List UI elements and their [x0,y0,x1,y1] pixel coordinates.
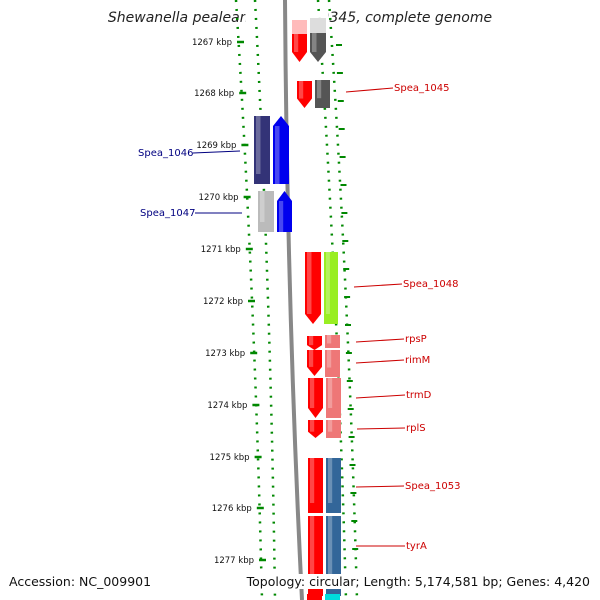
gene-trmD-red[interactable] [308,378,323,418]
scale-label: 1268 kbp [194,89,234,99]
gene-highlight [317,80,322,99]
scale-label: 1277 kbp [214,556,254,566]
accession-text: Accession: NC_009901 [7,574,154,589]
gene-highlight [309,350,314,367]
gene-highlight [279,201,284,232]
leader-line [345,87,394,93]
gene-highlight [310,458,315,503]
gene-label-spea-1045[interactable]: Spea_1045 [394,83,449,94]
leader-line [355,394,406,399]
gene-highlight [327,335,332,344]
gene-highlight [275,126,280,184]
gene-spea-1047-blue[interactable] [277,191,292,232]
gene-highlight [328,420,333,432]
gene-label-tyra[interactable]: tyrA [406,541,427,552]
gene-spea-1048[interactable] [324,252,338,324]
gene-spea-1046-blue[interactable] [273,116,289,184]
gene-bottom-red[interactable] [307,594,322,600]
gene-highlight [309,336,314,346]
gene-highlight [299,81,304,99]
gene-highlight [260,191,265,222]
leader-line [356,427,406,430]
gene-highlight [328,516,333,586]
gene-rpsP[interactable] [325,335,340,348]
gene-trmD[interactable] [326,378,341,418]
gene-rpsP-red[interactable] [307,336,322,350]
gene-label-spea-1047[interactable]: Spea_1047 [140,208,195,219]
gene-label-rpls[interactable]: rplS [406,423,426,434]
gene-label-rimm[interactable]: rimM [405,355,430,366]
scale-label: 1275 kbp [210,453,250,463]
leader-line [355,359,405,364]
gene-label-trmd[interactable]: trmD [406,390,432,401]
gene-highlight [328,378,333,408]
gene-spea-1053-red[interactable] [308,458,323,513]
gene-spea-1048-red[interactable] [305,252,321,324]
leader-line [353,283,403,288]
leader-line [355,485,405,488]
scale-label: 1274 kbp [207,401,247,411]
gene-label-spea-1048[interactable]: Spea_1048 [403,279,458,290]
gene-highlight [328,458,333,503]
gene-highlight [327,350,332,368]
gene-rplS[interactable] [326,420,341,438]
scale-label: 1270 kbp [199,193,239,203]
topology-text: Topology: circular; Length: 5,174,581 bp… [244,574,592,589]
gene-highlight [294,20,299,52]
scale-label: 1273 kbp [205,349,245,359]
scale-label: 1276 kbp [212,504,252,514]
gene-rplS-red[interactable] [308,420,323,438]
gene-spea-1045-red[interactable] [297,81,312,108]
gene-rimM-red[interactable] [307,350,322,376]
gene-label-spea-1053[interactable]: Spea_1053 [405,481,460,492]
gene-label-spea-1046[interactable]: Spea_1046 [138,148,193,159]
genome-backbone [283,0,304,600]
scale-label: 1271 kbp [201,245,241,255]
leader-line [355,338,405,343]
gene-top-pink [292,20,307,34]
gene-highlight [310,378,315,408]
gene-spea-1045[interactable] [315,80,330,108]
gene-highlight [310,420,315,432]
gene-highlight [312,18,317,52]
gene-highlight [326,252,330,314]
gene-highlight [307,252,312,314]
gene-label-rpsp[interactable]: rpsP [405,334,427,345]
gene-rimM[interactable] [325,350,340,377]
gene-spea-1046[interactable] [254,116,270,184]
scale-label: 1272 kbp [203,297,243,307]
gene-highlight [310,516,315,586]
leader-line [192,150,241,154]
gene-spea-1047[interactable] [258,191,274,232]
gene-top-gray-cap [310,18,326,33]
gene-highlight [256,116,261,174]
gene-bottom-cyan[interactable] [325,594,340,600]
scale-label: 1267 kbp [192,38,232,48]
gene-spea-1053[interactable] [326,458,341,513]
scale-label: 1269 kbp [196,141,236,151]
